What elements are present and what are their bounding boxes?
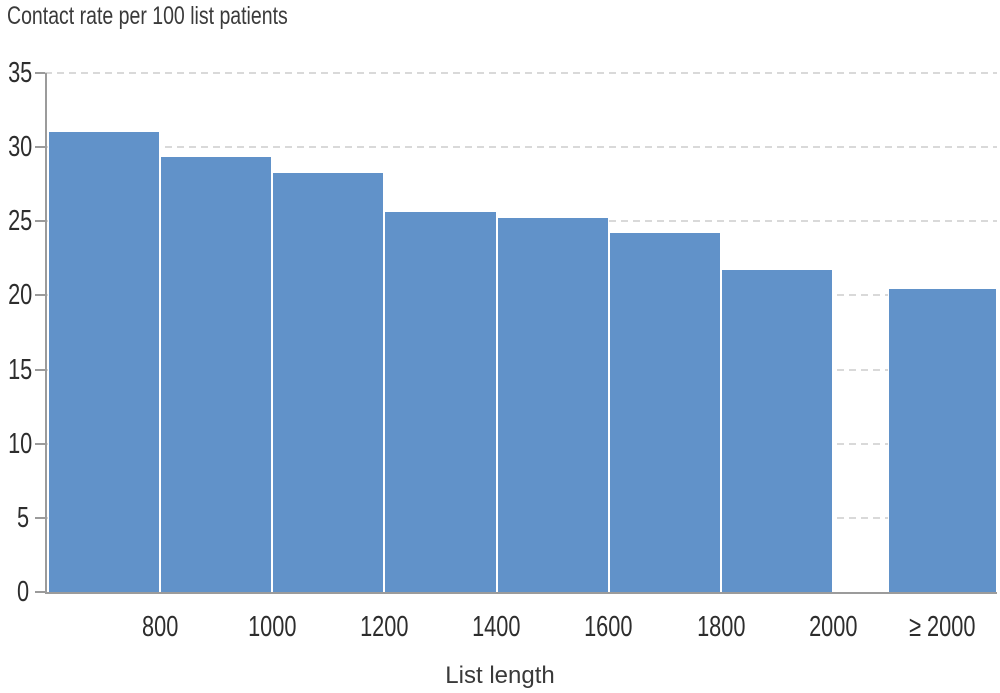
bar-1600 (496, 216, 609, 592)
y-axis-tick-label: 5 (0, 503, 29, 533)
bar-1000 (160, 156, 273, 592)
x-axis-tick-label-text: 1000 (248, 611, 297, 643)
x-axis-tick-label-text: 2000 (808, 611, 858, 643)
bar-800 (48, 130, 161, 592)
y-axis-tick-label-text: 35 (8, 57, 33, 89)
y-axis-tick-label: 0 (0, 577, 29, 607)
x-axis-title: List length (0, 663, 1000, 689)
y-axis-tick (35, 294, 45, 297)
y-axis-tick-label-text: 30 (8, 131, 33, 164)
y-axis-tick (35, 516, 45, 519)
y-axis-tick (35, 72, 45, 74)
chart-title: Contact rate per 100 list patients (7, 3, 367, 30)
y-axis-tick-label: 20 (0, 279, 33, 312)
x-axis-tick-label: ≥ 2000 (873, 612, 1000, 642)
y-axis-tick-label-text: 25 (8, 205, 33, 238)
bar-1200 (272, 172, 385, 592)
y-axis-tick (35, 220, 45, 223)
bar-1400 (384, 210, 497, 592)
y-axis-tick-label: 30 (0, 131, 33, 164)
y-axis-tick-label: 35 (0, 57, 33, 89)
x-axis-tick-label: 800 (90, 612, 230, 642)
y-axis-tick (35, 368, 45, 371)
bar-ge-2000 (888, 288, 997, 592)
chart-title-text: Contact rate per 100 list patients (7, 2, 288, 30)
x-axis-tick-label-text: 1800 (696, 611, 746, 643)
y-axis-tick (35, 591, 45, 593)
x-axis-tick-label-text: ≥ 2000 (909, 611, 976, 643)
y-axis-line (45, 73, 47, 592)
y-axis-tick-label-text: 20 (8, 279, 33, 312)
x-axis-tick-label: 1400 (427, 612, 567, 642)
y-axis-tick (35, 146, 45, 149)
x-axis-tick-label: 1800 (651, 612, 791, 642)
gridline (45, 72, 997, 74)
x-axis-tick-label-text: 1400 (472, 611, 521, 643)
x-axis-line (45, 592, 997, 594)
x-axis-tick-label: 1600 (539, 612, 679, 642)
y-axis-tick (35, 442, 45, 445)
x-axis-tick-label: 1200 (314, 612, 454, 642)
y-axis-tick-label-text: 5 (16, 501, 29, 534)
x-axis-tick-label-text: 1600 (584, 611, 633, 643)
x-axis-tick-label: 1000 (202, 612, 342, 642)
x-axis-tick-label-text: 1200 (360, 611, 409, 643)
y-axis-tick-label: 15 (0, 353, 33, 386)
y-axis-tick-label-text: 15 (8, 353, 33, 386)
y-axis-tick-label: 25 (0, 205, 33, 238)
x-axis-tick-label-text: 800 (141, 611, 179, 643)
y-axis-tick-label-text: 0 (16, 576, 29, 608)
y-axis-tick-label: 10 (0, 427, 33, 460)
gridline (45, 146, 997, 149)
bar-2000 (720, 268, 833, 592)
x-axis-title-text: List length (445, 662, 555, 689)
x-axis-tick-label: 2000 (763, 612, 903, 642)
y-axis-tick-label-text: 10 (8, 427, 33, 460)
bar-1800 (608, 231, 721, 592)
